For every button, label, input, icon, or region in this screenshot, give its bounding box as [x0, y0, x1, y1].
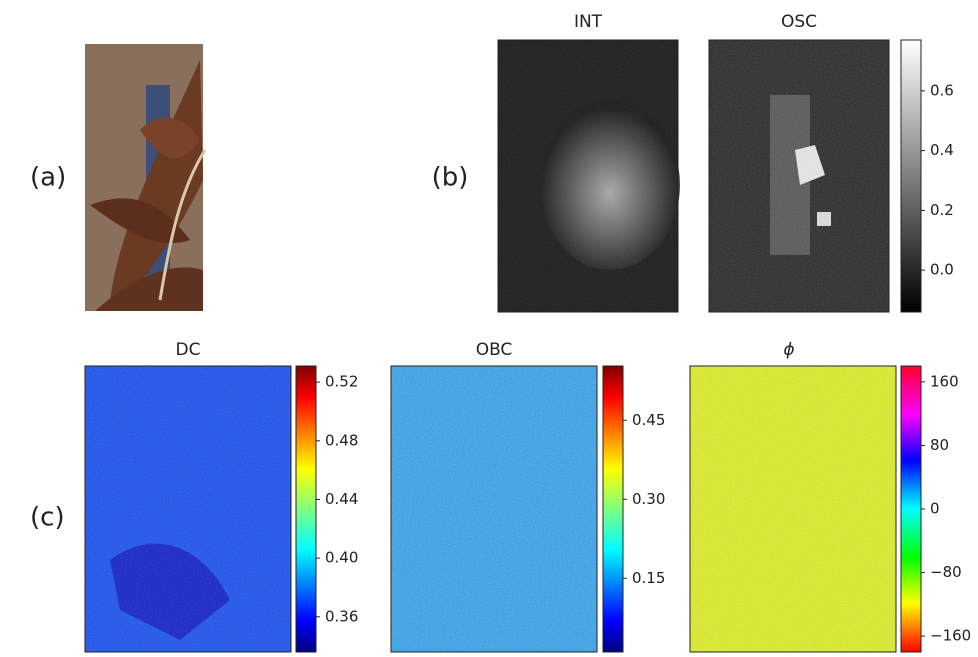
tick-label: 0.30: [632, 490, 665, 508]
tick-label: 0.15: [632, 569, 665, 587]
colorbar: [602, 365, 624, 653]
tick-label: 80: [930, 436, 949, 454]
image-title: ϕ: [783, 340, 794, 360]
panel-label: (b): [432, 163, 469, 193]
tick-label: 0.4: [930, 141, 954, 159]
tick-label: 0.52: [325, 373, 358, 391]
tick-label: 0.45: [632, 411, 665, 429]
colorbar: [295, 365, 317, 653]
tick-label: 0.36: [325, 607, 358, 625]
osc-image: [708, 39, 890, 313]
tick-label: 0.48: [325, 431, 358, 449]
colorbar: [900, 39, 922, 313]
phi-image: [689, 365, 897, 653]
tick-label: 0.6: [930, 81, 954, 99]
panel-label: (a): [30, 163, 66, 193]
tick-label: 0.0: [930, 261, 954, 279]
dc-image: [84, 365, 292, 653]
tick-label: −80: [930, 563, 962, 581]
image-title: OSC: [781, 12, 817, 32]
obc-image: [390, 365, 598, 653]
tick-label: 0.44: [325, 490, 358, 508]
photo: [85, 44, 207, 311]
tick-label: 0.2: [930, 201, 954, 219]
tick-label: 0.40: [325, 549, 358, 567]
image-title: OBC: [476, 340, 513, 360]
int-image: [497, 39, 680, 313]
panel-label: (c): [30, 503, 65, 533]
tick-label: −160: [930, 627, 971, 645]
colorbar: [900, 365, 922, 653]
image-title: INT: [574, 12, 603, 32]
tick-label: 0: [930, 500, 940, 518]
tick-label: 160: [930, 372, 959, 390]
image-title: DC: [176, 340, 201, 360]
